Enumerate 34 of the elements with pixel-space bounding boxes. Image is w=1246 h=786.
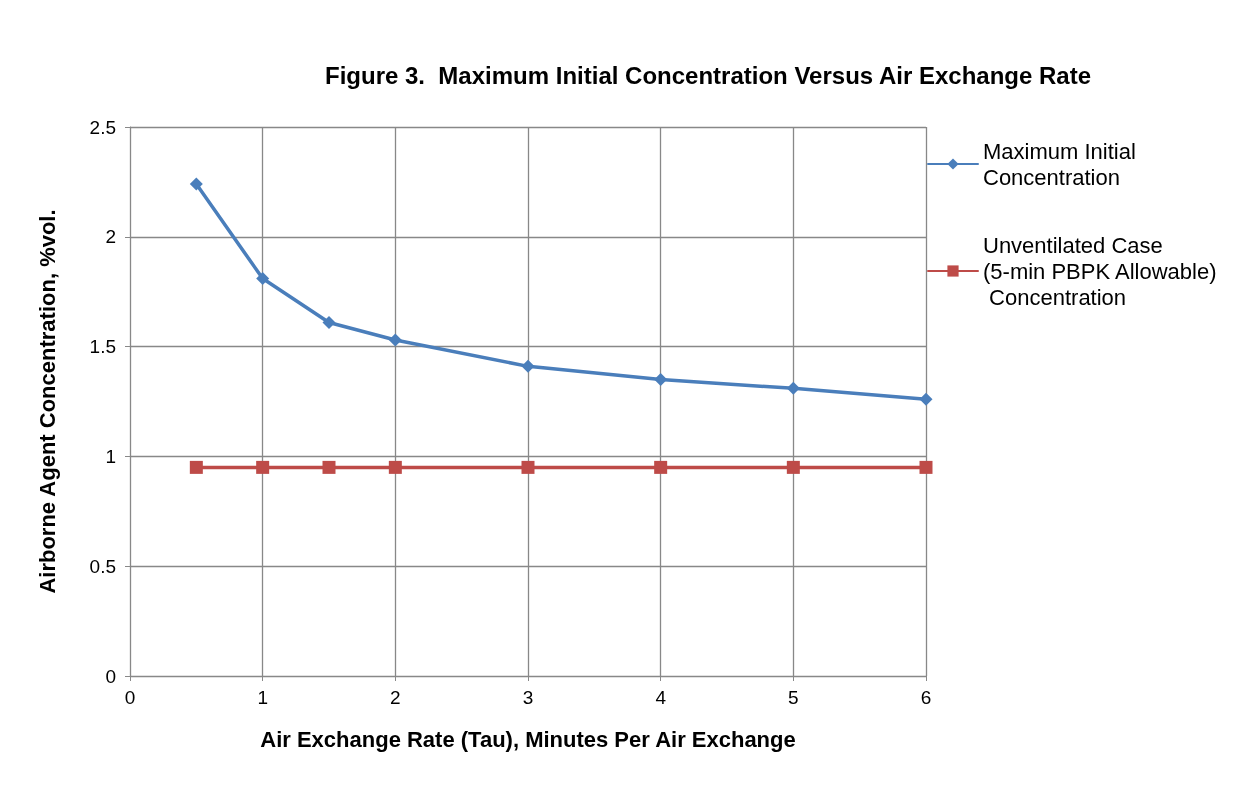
point xyxy=(256,272,270,286)
point xyxy=(189,177,203,191)
x-tick-label: 0 xyxy=(124,687,136,708)
y-tick-label: 1.5 xyxy=(89,336,116,358)
point xyxy=(919,460,933,474)
point xyxy=(654,460,668,474)
x-tick-label: 3 xyxy=(522,687,534,708)
x-tick-label: 4 xyxy=(655,687,667,708)
point xyxy=(786,460,800,474)
y-tick-label: 2 xyxy=(105,226,116,248)
y-tick-label: 0 xyxy=(105,665,116,687)
point xyxy=(256,460,270,474)
y-tick-label: 2.5 xyxy=(89,116,116,138)
x-tick-label: 6 xyxy=(920,687,932,708)
point xyxy=(654,373,668,387)
point xyxy=(189,460,203,474)
point xyxy=(521,460,535,474)
x-tick-label: 2 xyxy=(390,687,401,708)
y-axis-title: Airborne Agent Concentration, %vol. xyxy=(34,209,60,594)
point xyxy=(322,315,336,329)
point xyxy=(919,392,933,406)
point xyxy=(786,381,800,395)
legend-label: Maximum Initial Concentration xyxy=(983,138,1142,190)
point xyxy=(521,359,535,373)
chart-title: Figure 3. Maximum Initial Concentration Versus Air Exchange Rate xyxy=(325,61,1091,89)
y-tick-label: 1 xyxy=(105,445,116,467)
y-tick-label: 0.5 xyxy=(89,555,116,577)
point xyxy=(388,460,402,474)
point xyxy=(388,333,402,347)
point xyxy=(322,460,336,474)
x-axis-title: Air Exchange Rate (Tau), Minutes Per Air Exchange xyxy=(260,726,796,752)
x-tick-label: 5 xyxy=(788,687,799,708)
legend-label: Unventilated Case (5-min PBPK Allowable) Concentration xyxy=(983,232,1217,310)
x-tick-label: 1 xyxy=(257,687,268,708)
